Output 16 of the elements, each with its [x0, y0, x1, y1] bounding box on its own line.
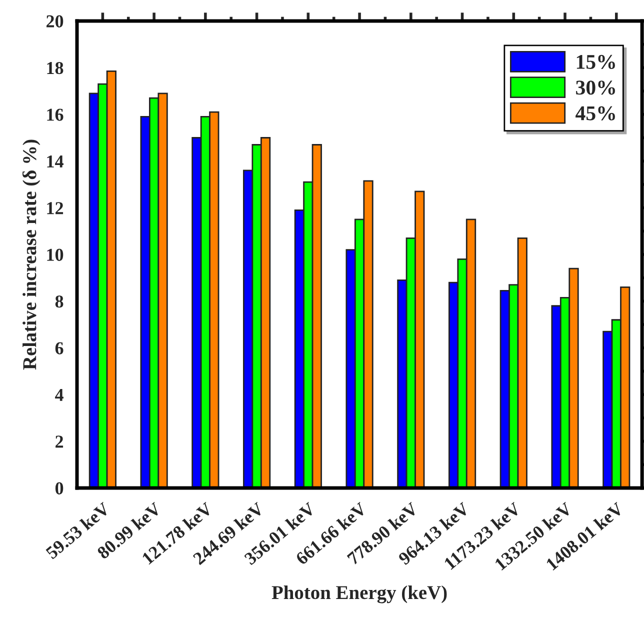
- legend-label: 15%: [576, 54, 615, 70]
- y-tick-label: 12: [47, 202, 64, 214]
- y-tick-label: 6: [55, 342, 64, 354]
- y-tick-label: 18: [47, 62, 64, 74]
- x-axis-title: Photon Energy (keV): [272, 585, 447, 604]
- legend-label: 30%: [576, 80, 615, 95]
- y-tick-label: 16: [47, 108, 64, 121]
- y-tick-label: 10: [47, 248, 64, 261]
- legend-label: 45%: [576, 106, 615, 120]
- y-tick-label: 4: [55, 388, 64, 401]
- y-tick-label: 8: [55, 295, 64, 308]
- y-tick-label: 0: [55, 482, 64, 494]
- y-tick-label: 14: [47, 155, 64, 168]
- y-tick-label: 20: [46, 15, 64, 28]
- y-tick-label: 2: [56, 436, 64, 448]
- y-axis-title: Relative increase rate (δ %): [22, 140, 40, 370]
